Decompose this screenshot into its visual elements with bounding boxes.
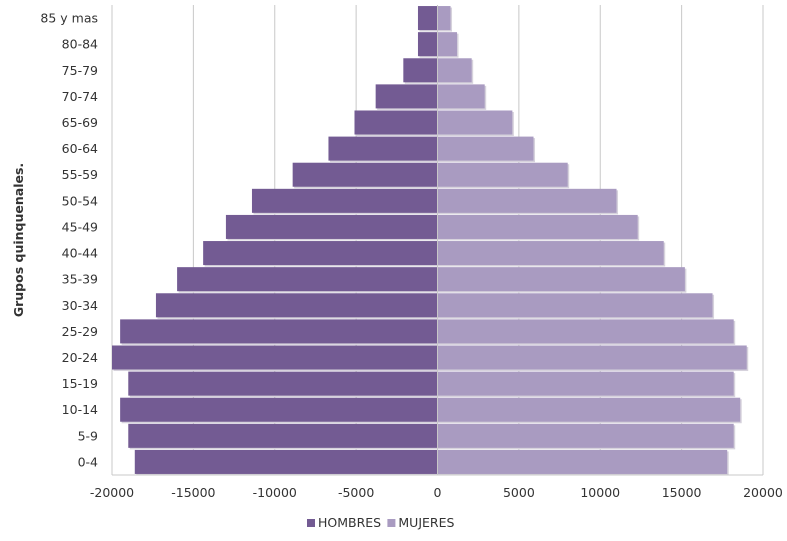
- bar-mujeres: [437, 58, 472, 83]
- y-tick-label: 15-19: [62, 376, 98, 391]
- y-tick-label: 5-9: [78, 428, 98, 443]
- bar-hombres: [177, 267, 438, 292]
- bar-hombres: [134, 449, 438, 474]
- x-tick-label: -15000: [171, 485, 215, 500]
- bar-hombres: [375, 84, 438, 109]
- bar-hombres: [128, 423, 438, 448]
- bars: [112, 6, 749, 476]
- y-axis-title: Grupos quinquenales.: [11, 163, 26, 317]
- x-tick-label: 5000: [503, 485, 535, 500]
- bar-hombres: [403, 58, 438, 83]
- y-tick-label: 50-54: [62, 193, 98, 208]
- bar-hombres: [120, 397, 438, 422]
- axes: -20000 -15000 -10000 -5000 0 5000 10000 15000 20…: [40, 5, 783, 500]
- y-tick-label: 75-79: [62, 63, 98, 78]
- legend-label: MUJERES: [398, 515, 454, 530]
- legend-label: HOMBRES: [318, 515, 381, 530]
- bar-hombres: [354, 110, 438, 135]
- y-tick-label: 35-39: [62, 272, 98, 287]
- bar-hombres: [128, 371, 438, 396]
- x-tick-label: 15000: [662, 485, 702, 500]
- legend: HOMBRES MUJERES: [307, 515, 455, 530]
- bar-mujeres: [437, 293, 713, 318]
- y-tick-label: 40-44: [62, 246, 98, 261]
- y-tick-label: 65-69: [62, 115, 98, 130]
- x-tick-label: -20000: [90, 485, 134, 500]
- bar-hombres: [328, 136, 438, 161]
- x-tick-label: 0: [434, 485, 442, 500]
- bar-mujeres: [437, 214, 638, 239]
- bar-hombres: [120, 319, 438, 344]
- bar-hombres: [417, 32, 438, 57]
- legend-swatch: [307, 519, 315, 527]
- bar-mujeres: [437, 188, 617, 213]
- bar-mujeres: [437, 345, 747, 370]
- y-tick-label: 55-59: [62, 167, 98, 182]
- bar-hombres: [225, 214, 438, 239]
- bar-mujeres: [437, 110, 513, 135]
- bar-mujeres: [437, 449, 728, 474]
- x-tick-label: 20000: [743, 485, 783, 500]
- bar-mujeres: [437, 371, 734, 396]
- y-tick-label: 45-49: [62, 219, 98, 234]
- bar-mujeres: [437, 6, 451, 31]
- y-tick-label: 0-4: [78, 454, 98, 469]
- legend-swatch: [387, 519, 396, 527]
- bar-mujeres: [437, 136, 534, 161]
- y-tick-label: 80-84: [62, 37, 98, 52]
- bar-mujeres: [437, 423, 734, 448]
- bar-hombres: [203, 241, 438, 266]
- bar-mujeres: [437, 162, 568, 187]
- y-tick-label: 60-64: [62, 141, 98, 156]
- bar-mujeres: [437, 241, 664, 266]
- y-tick-label: 85 y mas: [40, 11, 98, 26]
- bar-mujeres: [437, 267, 685, 292]
- bar-mujeres: [437, 32, 458, 57]
- bar-mujeres: [437, 397, 741, 422]
- bar-mujeres: [437, 84, 485, 109]
- y-tick-label: 70-74: [62, 89, 98, 104]
- bar-hombres: [251, 188, 438, 213]
- y-tick-label: 30-34: [62, 298, 98, 313]
- bar-hombres: [112, 345, 438, 370]
- y-tick-label: 10-14: [62, 402, 98, 417]
- bar-mujeres: [437, 319, 734, 344]
- x-tick-label: -10000: [253, 485, 297, 500]
- y-tick-label: 25-29: [62, 324, 98, 339]
- y-tick-label: 20-24: [62, 350, 98, 365]
- bar-hombres: [155, 293, 438, 318]
- bar-hombres: [292, 162, 438, 187]
- bar-hombres: [417, 6, 438, 31]
- x-tick-label: 10000: [580, 485, 620, 500]
- x-tick-label: -5000: [338, 485, 374, 500]
